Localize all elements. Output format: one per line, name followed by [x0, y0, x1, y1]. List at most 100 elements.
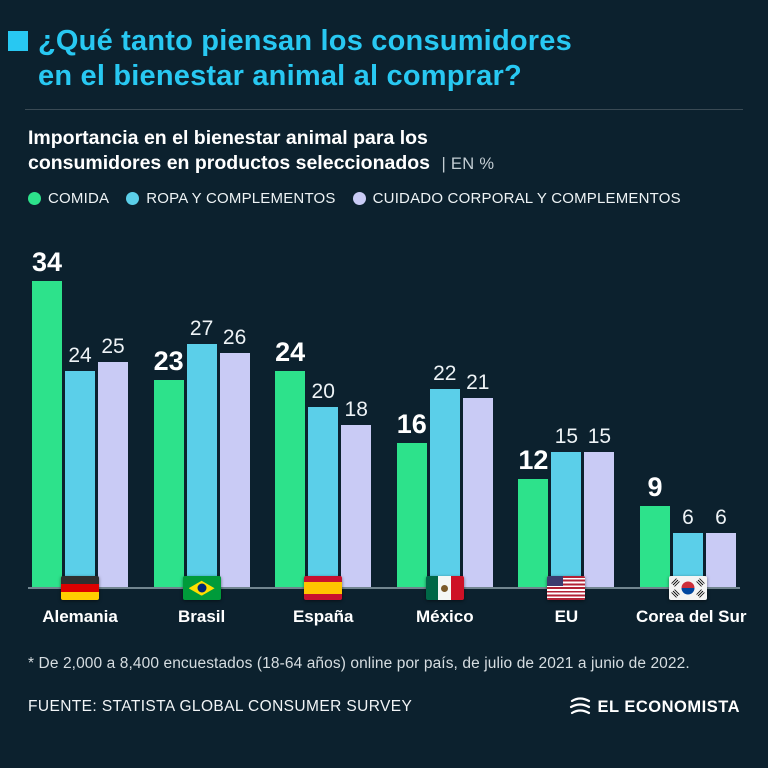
bar-column: 15: [584, 425, 615, 588]
legend-label: ROPA Y COMPLEMENTOS: [146, 190, 336, 208]
bar-comida: [31, 281, 62, 588]
value-label: 9: [647, 472, 663, 503]
bar-group-méxico: 16 22 21: [393, 362, 497, 588]
country-label: Alemania: [42, 607, 118, 627]
bar-column: 20: [308, 380, 339, 588]
footnote: * De 2,000 a 8,400 encuestados (18-64 añ…: [28, 655, 690, 673]
title-line-1: ¿Qué tanto piensan los consumidores: [38, 25, 572, 57]
bar-comida: [518, 479, 549, 588]
el-economista-logo-icon: [569, 697, 590, 715]
value-label: 6: [715, 506, 727, 530]
bar-comida: [396, 443, 427, 588]
flag-kr-icon: [668, 576, 707, 601]
bar-column: 21: [462, 371, 493, 588]
flag-slot: [271, 576, 375, 601]
bar-cuidado-corporal-y-complementos: [98, 362, 129, 588]
value-label: 24: [68, 344, 92, 368]
divider: [25, 108, 743, 110]
bar-group-eu: 12 15 15: [514, 425, 618, 588]
bar-column: 22: [429, 362, 460, 588]
legend-dot: [352, 192, 366, 206]
bar-group-brasil: 23 27 26: [150, 317, 254, 588]
value-label: 16: [396, 409, 427, 440]
subtitle-line-1: Importancia en el bienestar animal para …: [28, 126, 428, 149]
bar-column: 27: [186, 317, 217, 588]
footer: FUENTE: STATISTA GLOBAL CONSUMER SURVEY …: [28, 697, 740, 717]
bar-cuidado-corporal-y-complementos: [341, 425, 372, 588]
bar-column: 26: [219, 326, 250, 588]
legend: COMIDA ROPA Y COMPLEMENTOS CUIDADO CORPORA…: [28, 190, 740, 207]
bar-column: 6: [672, 506, 703, 588]
title-line-2: en el bienestar animal al comprar?: [38, 60, 522, 93]
bar-column: 16: [396, 409, 427, 588]
subtitle-line-2: consumidores en productos seleccionados: [28, 152, 431, 175]
bars-area: 34 24 25 23 27 26 24 20 18 16 22 21 12 15 15 9 6 6: [28, 237, 740, 590]
bar-ropa-y-complementos: [308, 407, 339, 588]
legend-dot: [126, 192, 140, 206]
bar-comida: [639, 506, 670, 588]
value-label: 25: [101, 335, 125, 359]
legend-item-3: CUIDADO CORPORAL Y COMPLEMENTOS: [352, 190, 681, 208]
unit-label: | EN %: [441, 155, 495, 174]
flag-slot: [28, 576, 132, 601]
bar-comida: [153, 380, 184, 588]
flag-br-icon: [182, 576, 221, 601]
value-label: 18: [344, 398, 368, 422]
flag-slot: [393, 576, 497, 601]
value-label: 15: [587, 425, 612, 449]
country-label: España: [292, 607, 354, 627]
country-label: Corea del Sur: [635, 607, 747, 627]
bar-ropa-y-complementos: [551, 452, 582, 588]
value-label: 27: [189, 317, 214, 341]
bar-cuidado-corporal-y-complementos: [705, 533, 736, 588]
bar-column: 15: [551, 425, 582, 588]
legend-item-2: ROPA Y COMPLEMENTOS: [126, 190, 335, 207]
source-label: FUENTE: STATISTA GLOBAL CONSUMER SURVEY: [28, 698, 413, 716]
bar-chart: 34 24 25 23 27 26 24 20 18 16 22 21 12 15 15 9 6 6 Aleman…: [28, 237, 747, 627]
value-label: 22: [433, 362, 457, 386]
flag-slot: [514, 576, 618, 601]
value-label: 15: [554, 425, 579, 449]
flag-de-icon: [61, 576, 99, 601]
value-label: 20: [311, 380, 335, 404]
bar-group-alemania: 34 24 25: [28, 249, 132, 588]
country-label: México: [415, 607, 474, 627]
bar-column: 34: [31, 249, 62, 588]
brand-name: EL ECONOMISTA: [597, 697, 740, 716]
bar-column: 18: [341, 398, 372, 588]
legend-item-1: COMIDA: [28, 190, 109, 207]
bar-comida: [275, 371, 306, 588]
value-label: 12: [518, 445, 549, 476]
bar-ropa-y-complementos: [65, 371, 96, 588]
value-label: 6: [682, 506, 694, 530]
value-label: 26: [222, 326, 247, 350]
legend-label: CUIDADO CORPORAL Y COMPLEMENTOS: [372, 190, 681, 208]
flag-slot: [150, 576, 254, 601]
bar-ropa-y-complementos: [429, 389, 460, 588]
country-label: EU: [554, 607, 579, 627]
bar-cuidado-corporal-y-complementos: [219, 353, 250, 588]
bar-column: 24: [275, 337, 306, 588]
legend-dot: [28, 192, 41, 206]
bar-column: 25: [98, 335, 129, 588]
brand: EL ECONOMISTA: [569, 697, 740, 717]
bar-group-españa: 24 20 18: [271, 337, 375, 588]
value-label: 23: [153, 346, 184, 377]
value-label: 24: [275, 337, 306, 368]
bar-column: 12: [518, 445, 549, 588]
accent-square: [8, 31, 28, 51]
country-label: Brasil: [177, 607, 226, 627]
bar-column: 23: [153, 346, 184, 588]
flag-mx-icon: [425, 576, 464, 601]
value-label: 21: [466, 371, 490, 395]
page-title: ¿Qué tanto piensan los consumidores en e…: [38, 24, 572, 95]
bar-cuidado-corporal-y-complementos: [462, 398, 493, 588]
chart-subtitle: Importancia en el bienestar animal para …: [28, 126, 740, 177]
legend-label: COMIDA: [48, 190, 110, 208]
header: ¿Qué tanto piensan los consumidores en e…: [0, 0, 768, 95]
bar-cuidado-corporal-y-complementos: [584, 452, 615, 588]
bar-column: 6: [705, 506, 736, 588]
names-area: Alemania Brasil España México EU Corea del Su…: [28, 607, 747, 627]
bar-column: 24: [65, 344, 96, 588]
